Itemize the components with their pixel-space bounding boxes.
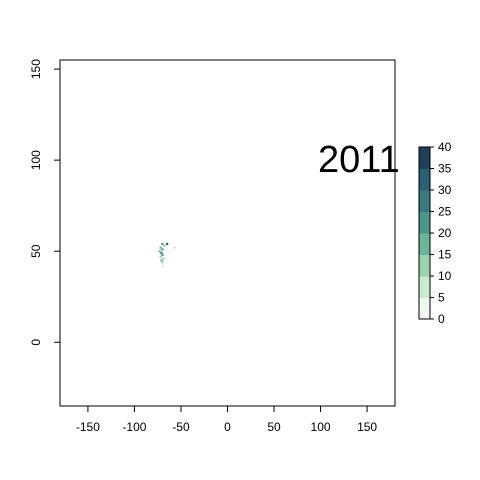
colorbar-tick-label: 5 <box>438 291 445 305</box>
heatmap-cell <box>159 246 162 249</box>
heatmap-cell <box>161 242 164 246</box>
heatmap-cell <box>161 253 164 257</box>
colorbar-segment <box>419 297 430 320</box>
heatmap-cell <box>160 252 163 255</box>
heatmap-cell <box>161 264 164 267</box>
colorbar-tick-label: 40 <box>438 140 452 154</box>
heatmap-cell <box>161 261 164 264</box>
heatmap-cell <box>166 242 169 246</box>
heatmap-cell <box>158 250 161 253</box>
heatmap-cell <box>159 255 162 258</box>
colorbar-segment <box>419 211 430 234</box>
colorbar-tick-label: 20 <box>438 226 452 240</box>
colorbar-segment <box>419 190 430 212</box>
heatmap-cell <box>173 246 176 249</box>
x-tick-label: -100 <box>122 420 146 434</box>
colorbar-segment <box>419 147 430 169</box>
x-tick-label: -50 <box>172 420 190 434</box>
heatmap-cell <box>163 244 166 247</box>
colorbar-segment <box>419 254 430 277</box>
colorbar-tick-label: 0 <box>438 312 445 326</box>
heatmap-cell <box>161 248 164 251</box>
x-tick-label: 50 <box>267 420 281 434</box>
x-tick-label: -150 <box>76 420 100 434</box>
colorbar-legend: 0 5 10 15 20 25 30 35 40 <box>418 140 452 326</box>
colorbar-tick-label: 10 <box>438 269 452 283</box>
plot-frame <box>59 59 396 407</box>
y-tick-label: 100 <box>29 150 43 170</box>
heatmap-cell <box>160 259 163 262</box>
colorbar-tick-label: 30 <box>438 183 452 197</box>
x-tick-label: 150 <box>357 420 377 434</box>
colorbar-tick-label: 15 <box>438 248 452 262</box>
x-tick-label: 100 <box>311 420 331 434</box>
y-tick-label: 50 <box>29 244 43 258</box>
colorbar-segment <box>419 233 430 255</box>
colorbar-segment <box>419 276 430 298</box>
heatmap-cell <box>162 257 165 260</box>
colorbar-segment <box>419 168 430 191</box>
colorbar-tick-label: 35 <box>438 162 452 176</box>
year-annotation: 2011 <box>318 139 400 181</box>
y-tick-label: 0 <box>29 339 43 346</box>
y-tick-label: 150 <box>29 59 43 79</box>
plot-area: -150 -100 -50 0 50 100 150 0 50 100 150 <box>29 59 396 434</box>
x-tick-label: 0 <box>224 420 231 434</box>
colorbar-tick-label: 25 <box>438 205 452 219</box>
